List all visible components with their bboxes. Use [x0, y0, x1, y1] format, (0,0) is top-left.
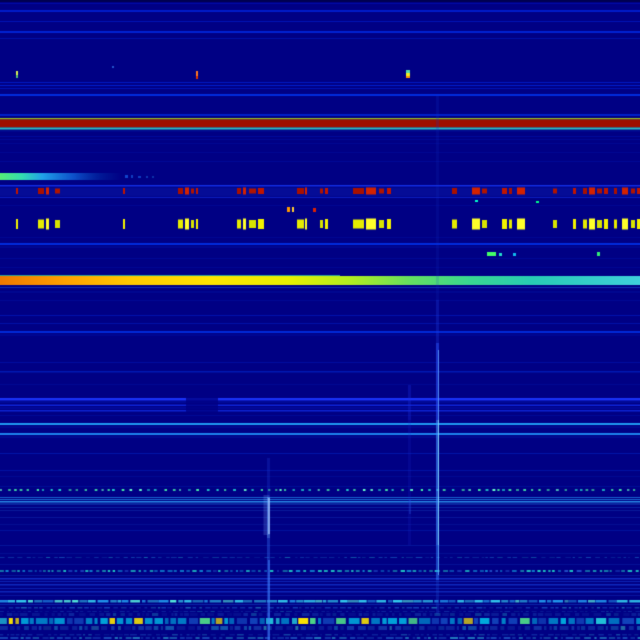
spectrogram-view: [0, 0, 640, 640]
heatmap-canvas: [0, 0, 640, 640]
